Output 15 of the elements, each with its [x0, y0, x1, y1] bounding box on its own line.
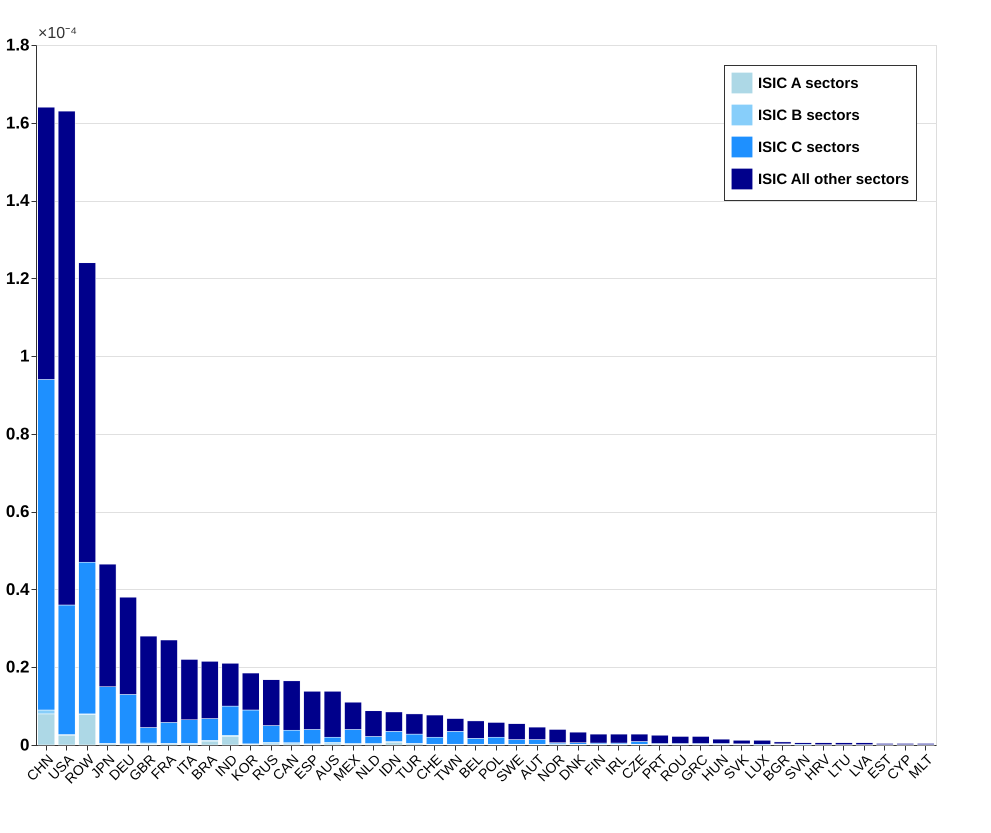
- text: ×10⁻⁴: [38, 25, 78, 42]
- y-tick-label: 1.6: [6, 113, 30, 132]
- y-tick-label: 0: [20, 736, 30, 754]
- legend-label: ISIC A sectors: [758, 75, 859, 92]
- y-tick-label: 1.4: [6, 191, 30, 210]
- legend-label: ISIC B sectors: [758, 107, 860, 124]
- y-tick-label: 0.8: [6, 424, 30, 444]
- y-tick-label: 1.8: [6, 36, 30, 54]
- legend-label: ISIC All other sectors: [758, 171, 910, 188]
- y-tick-label: 0.4: [6, 580, 30, 599]
- y-tick-label: 0.6: [6, 502, 30, 522]
- y-tick-label: 1: [20, 346, 30, 366]
- legend-label: ISIC C sectors: [758, 139, 860, 156]
- y-tick-label: 0.2: [6, 658, 30, 677]
- y-tick-label: 1.2: [6, 268, 30, 288]
